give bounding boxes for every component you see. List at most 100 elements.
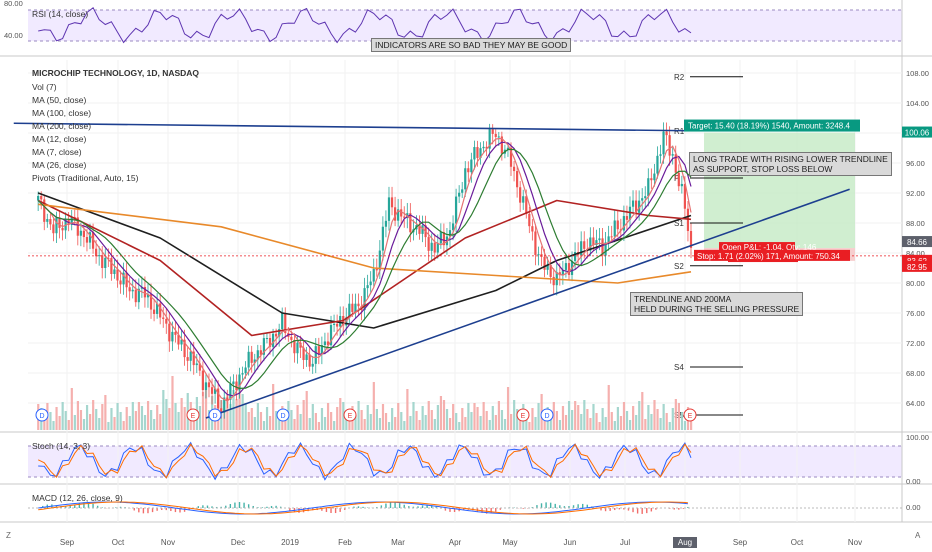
candle-body bbox=[211, 387, 213, 394]
y-tick-label: 108.00 bbox=[906, 69, 929, 78]
candle-body bbox=[434, 243, 436, 253]
x-tick-label-current: Aug bbox=[678, 538, 692, 547]
candle-body bbox=[52, 224, 54, 233]
volume-bar bbox=[86, 405, 88, 430]
candle-body bbox=[309, 354, 311, 366]
stoch-tick-100: 100.00 bbox=[906, 433, 929, 442]
volume-bar bbox=[290, 410, 292, 430]
candle-body bbox=[367, 285, 369, 288]
macd-hist-bar bbox=[632, 508, 633, 512]
candle-body bbox=[440, 232, 442, 243]
legend-pivots[interactable]: Pivots (Traditional, Auto, 15) bbox=[32, 173, 138, 183]
zoom-reset-button[interactable]: Z bbox=[6, 531, 11, 540]
macd-hist-bar bbox=[385, 504, 386, 508]
volume-bar bbox=[412, 402, 414, 430]
trendline-annotation[interactable]: TRENDLINE AND 200MA HELD DURING THE SELL… bbox=[630, 292, 803, 316]
legend-ma26[interactable]: MA (26, close) bbox=[32, 160, 86, 170]
legend-ma12[interactable]: MA (12, close) bbox=[32, 134, 86, 144]
volume-bar bbox=[583, 400, 585, 430]
macd-hist-bar bbox=[248, 504, 249, 508]
volume-bar bbox=[425, 415, 427, 430]
candle-body bbox=[662, 132, 664, 155]
volume-bar bbox=[357, 401, 359, 430]
rsi-annotation[interactable]: INDICATORS ARE SO BAD THEY MAY BE GOOD bbox=[371, 38, 571, 52]
candle-body bbox=[431, 243, 433, 251]
candle-body bbox=[382, 227, 384, 251]
volume-bar bbox=[452, 404, 454, 430]
candle-body bbox=[37, 196, 39, 201]
candle-body bbox=[159, 303, 161, 317]
candle-body bbox=[110, 258, 112, 274]
macd-hist-bar bbox=[138, 508, 139, 512]
stoch-tick-0: 0.00 bbox=[906, 477, 921, 486]
candle-body bbox=[58, 218, 60, 228]
volume-bar bbox=[123, 421, 125, 430]
volume-bar bbox=[296, 405, 298, 430]
volume-bar bbox=[95, 409, 97, 430]
volume-bar bbox=[537, 403, 539, 430]
candle-body bbox=[205, 382, 207, 390]
dividend-marker-label: D bbox=[212, 413, 217, 420]
legend-ma50[interactable]: MA (50, close) bbox=[32, 95, 86, 105]
volume-bar bbox=[446, 409, 448, 430]
macd-hist-bar bbox=[230, 504, 231, 508]
candle-body bbox=[522, 196, 524, 202]
candle-body bbox=[208, 382, 210, 387]
legend-ma100[interactable]: MA (100, close) bbox=[32, 108, 91, 118]
pivot-label-s4: S4 bbox=[674, 363, 684, 372]
volume-bar bbox=[681, 412, 683, 430]
volume-bar bbox=[415, 411, 417, 430]
auto-scale-button[interactable]: A bbox=[915, 531, 920, 540]
volume-bar bbox=[498, 401, 500, 430]
macd-hist-bar bbox=[651, 508, 652, 511]
long-trade-annotation[interactable]: LONG TRADE WITH RISING LOWER TRENDLINE A… bbox=[689, 152, 892, 176]
candle-body bbox=[162, 318, 164, 319]
volume-bar bbox=[361, 410, 363, 430]
volume-bar bbox=[592, 404, 594, 430]
macd-hist-bar bbox=[683, 508, 684, 509]
macd-hist-bar bbox=[637, 508, 638, 514]
y-tick-label: 88.00 bbox=[906, 219, 925, 228]
volume-bar bbox=[126, 407, 128, 430]
candle-body bbox=[470, 159, 472, 172]
candle-body bbox=[165, 319, 167, 324]
legend-ma7[interactable]: MA (7, close) bbox=[32, 147, 82, 157]
volume-bar bbox=[418, 420, 420, 430]
stoch-band bbox=[28, 446, 902, 477]
volume-bar bbox=[379, 418, 381, 430]
candle-body bbox=[113, 269, 115, 274]
x-tick-label: Sep bbox=[60, 538, 75, 547]
y-tick-label: 72.00 bbox=[906, 339, 925, 348]
macd-hist-bar bbox=[399, 503, 400, 508]
macd-hist-bar bbox=[646, 508, 647, 513]
candle-body bbox=[132, 290, 134, 292]
volume-bar bbox=[321, 408, 323, 430]
legend-vol[interactable]: Vol (7) bbox=[32, 82, 57, 92]
legend-ma200[interactable]: MA (200, close) bbox=[32, 121, 91, 131]
volume-bar bbox=[559, 420, 561, 430]
candle-body bbox=[49, 219, 51, 224]
volume-bar bbox=[156, 405, 158, 430]
volume-bar bbox=[184, 407, 186, 430]
candle-body bbox=[665, 132, 667, 136]
macd-hist-bar bbox=[184, 508, 185, 512]
volume-bar bbox=[71, 388, 73, 430]
volume-bar bbox=[632, 406, 634, 430]
volume-bar bbox=[684, 421, 686, 430]
macd-label: MACD (12, 26, close, 9) bbox=[32, 493, 123, 503]
volume-bar bbox=[150, 410, 152, 430]
volume-bar bbox=[666, 413, 668, 430]
volume-bar bbox=[177, 412, 179, 430]
candle-body bbox=[461, 189, 463, 192]
macd-hist-bar bbox=[243, 503, 244, 508]
pivot-label-r2: R2 bbox=[674, 73, 685, 82]
volume-bar bbox=[476, 407, 478, 430]
volume-bar bbox=[409, 416, 411, 430]
volume-bar bbox=[74, 415, 76, 430]
candle-body bbox=[196, 363, 198, 365]
candle-body bbox=[135, 290, 137, 302]
volume-bar bbox=[580, 414, 582, 430]
x-tick-label: Oct bbox=[112, 538, 125, 547]
